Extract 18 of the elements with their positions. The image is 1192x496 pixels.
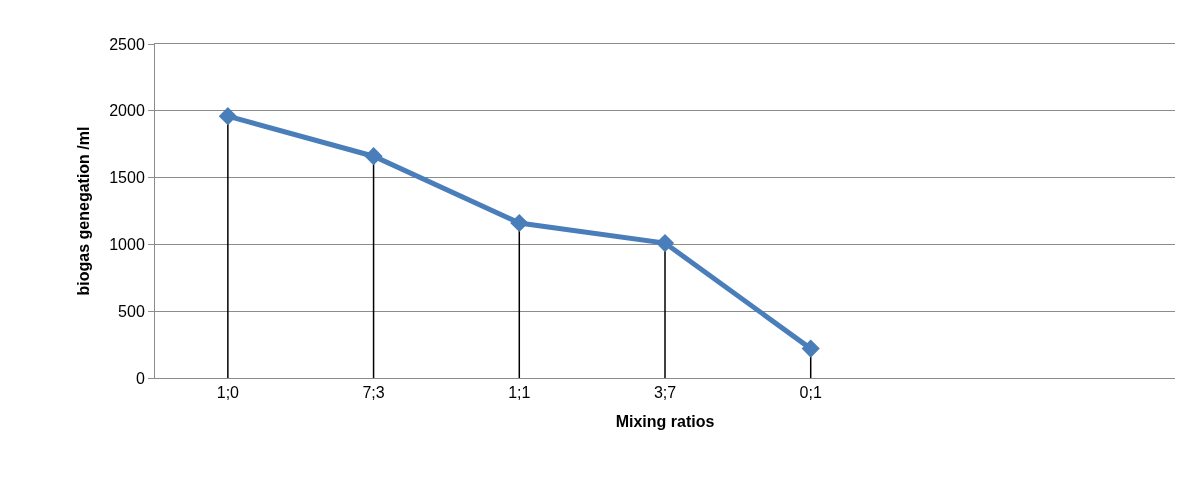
- y-tick-label: 1000: [109, 236, 145, 253]
- y-tick-label: 2500: [109, 35, 145, 53]
- point: [510, 213, 529, 233]
- y-tick-label: 2000: [109, 102, 145, 120]
- x-axis-title: Mixing ratios: [615, 412, 715, 430]
- y-tick-label: 1500: [109, 169, 145, 187]
- y-tick-label: 500: [118, 302, 145, 320]
- x-tick-label: 1;1: [508, 384, 531, 402]
- x-tick-label: 1;0: [216, 384, 240, 402]
- point: [364, 147, 383, 166]
- y-axis-title: biogas genegation /ml: [75, 126, 93, 296]
- point: [655, 233, 675, 253]
- x-tick-label: 0;1: [799, 384, 822, 402]
- point: [218, 107, 237, 126]
- x-tick-label: 7;3: [362, 384, 385, 402]
- y-tick-label: 0: [135, 369, 145, 387]
- point: [801, 339, 820, 358]
- x-tick-label: 3;7: [653, 384, 677, 402]
